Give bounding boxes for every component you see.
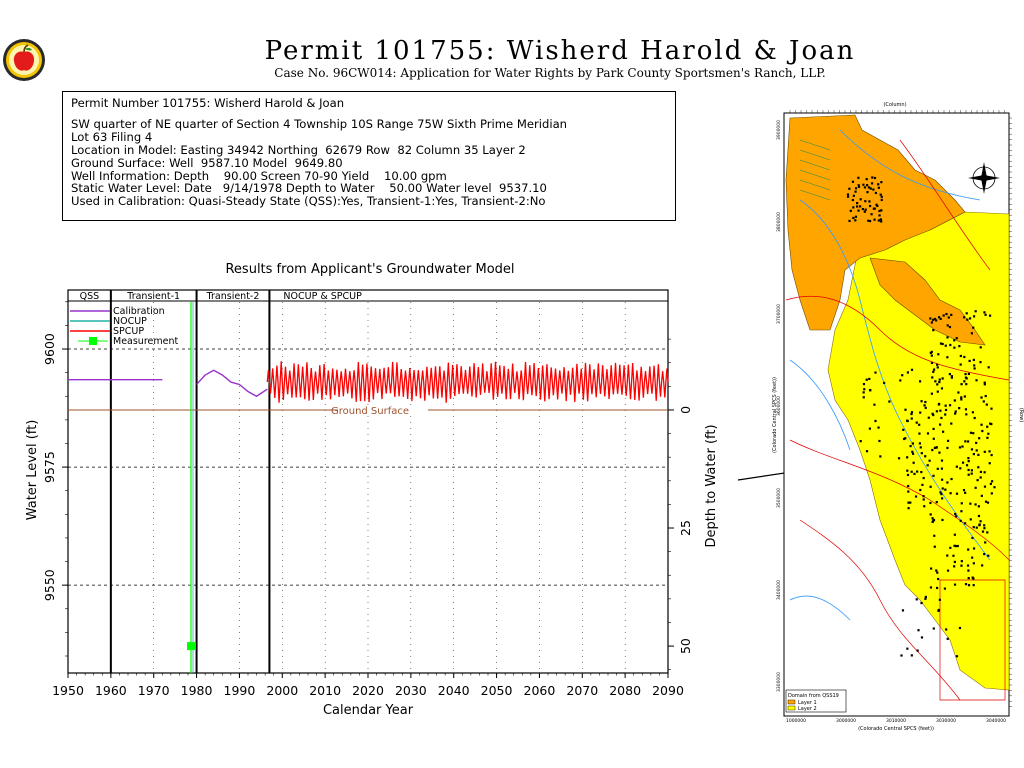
legend-label: Measurement	[113, 336, 178, 347]
y2-tick-label: 50	[678, 638, 693, 654]
page-title: Permit 101755: Wisherd Harold & Joan	[264, 36, 856, 66]
info-calibration-line: Used in Calibration: Quasi-Steady State …	[71, 194, 546, 209]
x-tick-label: 2020	[352, 683, 384, 698]
y-tick-label: 9550	[42, 569, 57, 601]
chart-title: Results from Applicant's Groundwater Mod…	[225, 262, 514, 277]
x-tick-label: 2040	[438, 683, 470, 698]
info-well-line: Well Information: Depth 90.00 Screen 70-…	[71, 168, 447, 183]
page-subtitle: Case No. 96CW014: Application for Water …	[274, 66, 826, 80]
x-tick-label: 2060	[524, 683, 556, 698]
series-spcup	[266, 361, 669, 403]
x-tick-label: 1950	[52, 683, 84, 698]
ground-label-bg	[338, 404, 428, 415]
chart-series	[68, 302, 669, 673]
plot-frame	[67, 289, 669, 674]
y-axis: 9550 9575 9600	[42, 301, 68, 657]
y-tick-label: 9600	[42, 333, 57, 365]
legend-swatch-marker	[89, 337, 97, 345]
info-lot-line: Lot 63 Filing 4	[71, 129, 153, 144]
legend-label: NOCUP	[113, 316, 147, 327]
info-location-line: Location in Model: Easting 34942 Northin…	[71, 142, 526, 157]
x-tick-label: 1970	[138, 683, 170, 698]
x-tick-label: 1990	[224, 683, 256, 698]
x-tick-label: 2000	[266, 683, 298, 698]
y2-tick-label: 25	[678, 520, 693, 536]
ranch-logo	[3, 39, 45, 81]
y2-tick-label: 0	[678, 406, 693, 414]
ground-surface-label: Ground Surface	[331, 406, 409, 417]
y-axis-label: Water Level (ft)	[25, 420, 40, 521]
legend-label: Calibration	[113, 306, 165, 317]
y2-axis: 0 25 50	[668, 338, 693, 670]
info-legal-line: SW quarter of NE quarter of Section 4 To…	[71, 116, 568, 131]
legend-label: SPCUP	[113, 326, 144, 337]
x-axis: 1950 1960 1970 1980 1990 2000 2010 2020 2030 2040…	[52, 673, 684, 698]
x-tick-label: 2010	[309, 683, 341, 698]
info-ground-line: Ground Surface: Well 9587.10 Model 9649.…	[71, 155, 343, 170]
measurement-point	[187, 642, 195, 651]
x-tick-label: 1980	[181, 683, 213, 698]
info-permit-line: Permit Number 101755: Wisherd Harold & J…	[71, 96, 345, 110]
period-label: Transient-1	[126, 291, 180, 302]
permit-info-box: Permit Number 101755: Wisherd Harold & J…	[62, 91, 676, 221]
period-bar: QSS Transient-1 Transient-2 NOCUP & SPCUP	[68, 290, 668, 673]
period-label: NOCUP & SPCUP	[283, 291, 362, 302]
x-tick-label: 1960	[95, 683, 127, 698]
x-tick-label: 2080	[609, 683, 641, 698]
x-tick-label: 2030	[395, 683, 427, 698]
x-tick-label: 2070	[566, 683, 598, 698]
info-static-line: Static Water Level: Date 9/14/1978 Depth…	[71, 181, 547, 196]
series-calibration	[196, 369, 268, 398]
x-tick-label: 2050	[481, 683, 513, 698]
y2-axis-label: Depth to Water (ft)	[704, 424, 719, 547]
map-pointer-line	[737, 452, 919, 481]
chart-grid	[68, 302, 668, 673]
y-tick-label: 9575	[42, 451, 57, 483]
period-label: Transient-2	[206, 291, 260, 302]
x-axis-label: Calendar Year	[323, 703, 414, 718]
period-label: QSS	[80, 291, 100, 302]
x-tick-label: 2090	[652, 683, 684, 698]
